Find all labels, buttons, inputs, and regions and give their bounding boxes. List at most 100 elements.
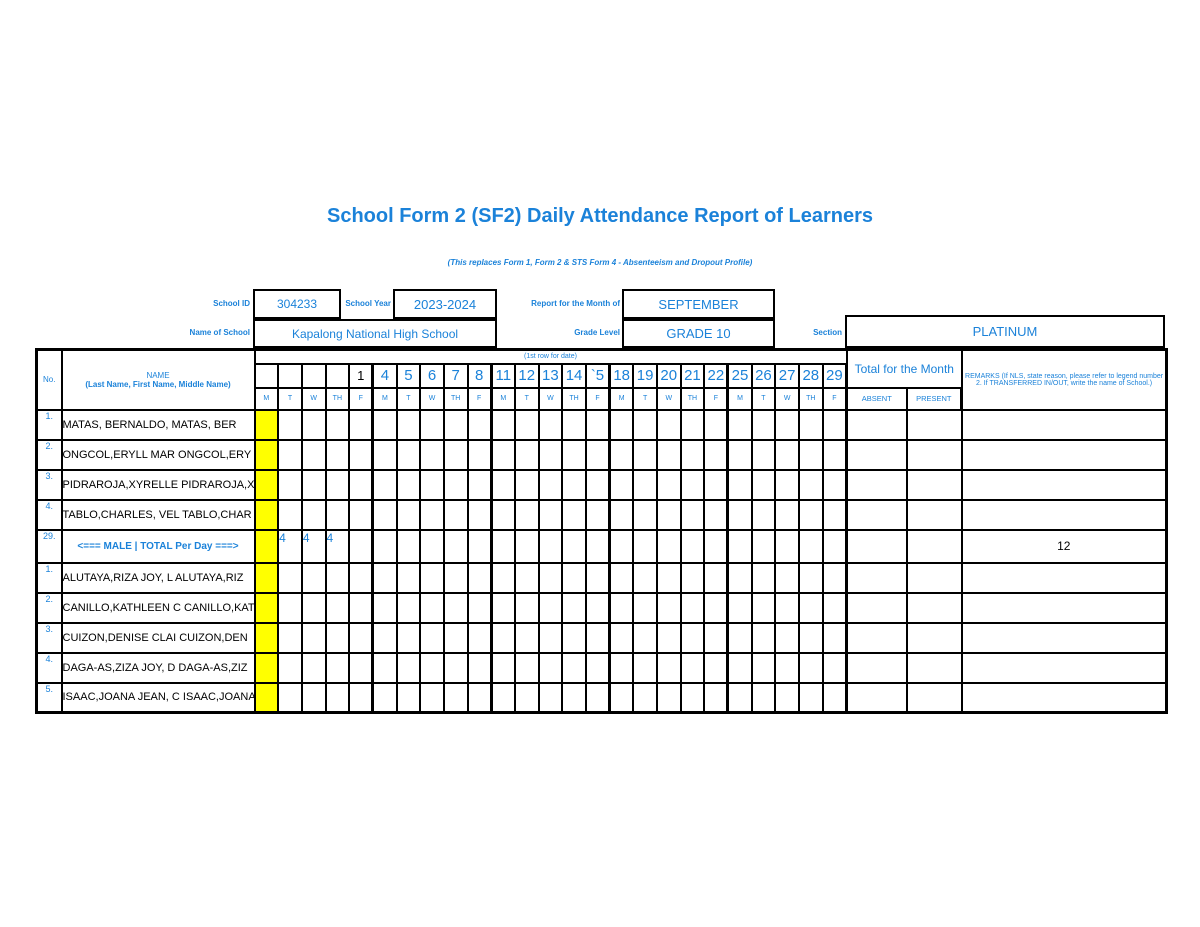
attendance-cell[interactable] [561,561,587,594]
attendance-cell[interactable] [561,498,587,531]
attendance-cell[interactable] [703,561,730,594]
attendance-cell[interactable] [442,498,469,531]
remarks-cell[interactable] [960,621,1168,654]
attendance-cell[interactable] [750,438,777,471]
attendance-cell[interactable] [797,528,824,564]
absent-total-cell[interactable] [845,621,908,654]
attendance-cell[interactable] [632,621,658,654]
present-total-cell[interactable] [905,498,963,531]
attendance-cell[interactable] [371,591,398,624]
attendance-cell[interactable] [655,651,682,684]
attendance-cell[interactable] [750,528,777,564]
attendance-cell[interactable] [821,408,849,441]
attendance-cell[interactable] [395,498,422,531]
school-name-field[interactable]: Kapalong National High School [253,319,497,348]
attendance-cell[interactable] [348,498,375,531]
present-total-cell[interactable] [905,468,963,501]
attendance-cell[interactable] [513,651,540,684]
attendance-cell[interactable] [655,498,682,531]
attendance-cell[interactable] [561,468,587,501]
attendance-cell[interactable] [537,498,564,531]
attendance-cell[interactable] [679,528,706,564]
attendance-cell[interactable] [348,528,375,564]
attendance-cell[interactable] [466,591,493,624]
attendance-cell[interactable] [442,621,469,654]
attendance-cell[interactable] [466,528,493,564]
attendance-cell[interactable] [348,621,375,654]
attendance-cell[interactable] [300,438,327,471]
attendance-cell[interactable] [395,621,422,654]
attendance-cell[interactable] [584,528,612,564]
attendance-cell[interactable] [324,561,351,594]
attendance-cell[interactable] [490,681,516,714]
attendance-cell[interactable]: 4 [277,528,303,564]
attendance-cell[interactable] [608,681,635,714]
attendance-cell[interactable] [608,561,635,594]
attendance-cell[interactable] [277,651,303,684]
attendance-cell[interactable] [395,408,422,441]
attendance-cell[interactable] [466,468,493,501]
attendance-cell[interactable] [821,621,849,654]
attendance-cell[interactable] [821,498,849,531]
attendance-cell[interactable] [513,408,540,441]
attendance-cell[interactable] [797,468,824,501]
absent-total-cell[interactable] [845,591,908,624]
attendance-cell[interactable] [300,468,327,501]
attendance-cell[interactable] [632,681,658,714]
attendance-cell[interactable] [513,591,540,624]
present-total-cell[interactable] [905,681,963,714]
attendance-cell[interactable] [726,591,753,624]
attendance-cell[interactable] [324,438,351,471]
attendance-cell[interactable] [371,498,398,531]
attendance-cell[interactable] [821,468,849,501]
attendance-cell[interactable] [466,438,493,471]
attendance-cell[interactable] [655,438,682,471]
attendance-cell[interactable] [726,408,753,441]
attendance-cell[interactable] [490,621,516,654]
attendance-cell[interactable] [561,681,587,714]
attendance-cell[interactable] [395,591,422,624]
section-field[interactable]: PLATINUM [845,315,1165,348]
attendance-cell[interactable] [750,561,777,594]
attendance-cell[interactable] [632,498,658,531]
attendance-cell[interactable] [750,681,777,714]
absent-total-cell[interactable] [845,498,908,531]
attendance-cell[interactable] [797,561,824,594]
attendance-cell[interactable] [632,438,658,471]
attendance-cell[interactable] [537,591,564,624]
attendance-cell[interactable] [726,621,753,654]
attendance-cell[interactable] [490,528,516,564]
attendance-cell[interactable] [750,621,777,654]
attendance-cell[interactable] [324,468,351,501]
attendance-cell[interactable] [797,408,824,441]
attendance-cell[interactable] [584,408,612,441]
attendance-cell[interactable] [608,408,635,441]
attendance-cell[interactable] [774,438,800,471]
attendance-cell[interactable] [442,468,469,501]
attendance-cell[interactable] [703,651,730,684]
attendance-cell[interactable] [348,591,375,624]
attendance-cell[interactable] [324,651,351,684]
attendance-cell[interactable] [324,621,351,654]
attendance-cell[interactable] [300,681,327,714]
present-total-cell[interactable] [905,621,963,654]
attendance-cell[interactable] [608,621,635,654]
attendance-cell[interactable] [371,408,398,441]
attendance-cell[interactable] [584,498,612,531]
attendance-cell[interactable] [821,561,849,594]
attendance-cell[interactable] [797,438,824,471]
attendance-cell[interactable] [537,561,564,594]
attendance-cell[interactable] [655,468,682,501]
attendance-cell[interactable] [608,498,635,531]
attendance-cell[interactable] [371,651,398,684]
remarks-cell[interactable] [960,591,1168,624]
attendance-cell[interactable] [679,468,706,501]
attendance-cell[interactable] [655,681,682,714]
attendance-cell[interactable] [253,438,280,471]
attendance-cell[interactable] [632,651,658,684]
attendance-cell[interactable] [821,528,849,564]
attendance-cell[interactable] [371,438,398,471]
attendance-cell[interactable] [774,621,800,654]
attendance-cell[interactable] [774,528,800,564]
attendance-cell[interactable] [726,498,753,531]
